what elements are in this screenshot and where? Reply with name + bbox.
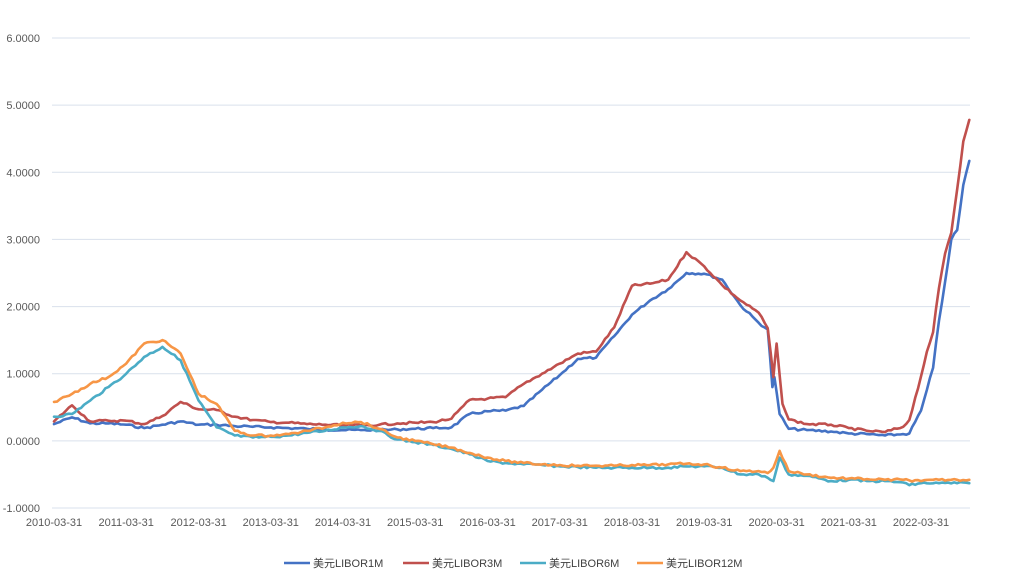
y-tick-label: 2.0000	[6, 302, 40, 314]
x-axis: 2010-03-31 2011-03-31 2012-03-31 2013-03-31…	[26, 517, 949, 529]
x-tick-label: 2013-03-31	[243, 517, 299, 529]
legend-label: 美元LIBOR12M	[666, 557, 742, 570]
x-tick-label: 2012-03-31	[170, 517, 226, 529]
y-axis: 6.0000 5.0000 4.0000 3.0000 2.0000 1.0000 0.00…	[3, 33, 40, 515]
y-tick-label: 5.0000	[6, 100, 40, 112]
legend-label: 美元LIBOR3M	[432, 557, 502, 570]
series-layer	[52, 118, 971, 487]
x-tick-label: 2011-03-31	[98, 517, 153, 529]
legend-label: 美元LIBOR1M	[313, 557, 383, 570]
x-tick-label: 2022-03-31	[893, 517, 949, 529]
y-tick-label: 4.0000	[6, 167, 40, 179]
y-tick-label: 6.0000	[6, 33, 40, 45]
x-tick-label: 2017-03-31	[532, 517, 588, 529]
y-tick-label: -1.0000	[3, 503, 40, 515]
series-line	[52, 159, 971, 437]
legend-label: 美元LIBOR6M	[549, 557, 619, 570]
legend: 美元LIBOR1M 美元LIBOR3M 美元LIBOR6M 美元LIBOR12M	[284, 557, 742, 570]
x-tick-label: 2010-03-31	[26, 517, 82, 529]
x-tick-label: 2019-03-31	[676, 517, 732, 529]
x-tick-label: 2018-03-31	[604, 517, 660, 529]
series-line	[52, 338, 971, 483]
grid-layer	[52, 37, 970, 509]
x-tick-label: 2021-03-31	[821, 517, 877, 529]
y-tick-label: 0.0000	[6, 436, 40, 448]
x-tick-label: 2020-03-31	[748, 517, 804, 529]
x-tick-label: 2015-03-31	[387, 517, 443, 529]
x-tick-label: 2014-03-31	[315, 517, 371, 529]
series-line	[52, 118, 971, 434]
x-tick-label: 2016-03-31	[459, 517, 515, 529]
y-tick-label: 1.0000	[6, 369, 40, 381]
y-tick-label: 3.0000	[6, 234, 40, 246]
series-line	[52, 345, 971, 487]
